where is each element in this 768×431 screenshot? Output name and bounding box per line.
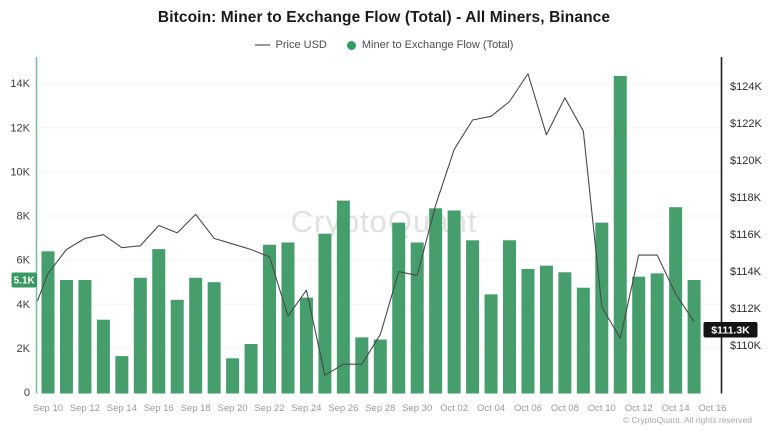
flow-bar[interactable] xyxy=(558,272,572,394)
x-tick-label: Oct 12 xyxy=(625,403,653,414)
flow-bar[interactable] xyxy=(632,276,646,394)
flow-bar[interactable] xyxy=(373,339,387,394)
copyright-text: © CryptoQuant. All rights reserved xyxy=(622,415,752,425)
left-tick-label: 2K xyxy=(17,343,31,355)
flow-bar[interactable] xyxy=(503,240,516,394)
x-axis-labels: Sep 10 Sep 12 Sep 14 Sep 16 Sep 18 Sep 20 Sep … xyxy=(33,403,727,414)
right-tick-label: $110K xyxy=(730,340,762,352)
x-tick-label: Sep 16 xyxy=(144,403,174,414)
flow-dot-icon xyxy=(346,40,356,50)
x-tick-label: Oct 16 xyxy=(699,403,727,414)
price-line-icon xyxy=(254,44,270,46)
legend-price-label: Price USD xyxy=(275,39,327,51)
x-tick-label: Sep 18 xyxy=(181,403,211,414)
flow-bar[interactable] xyxy=(613,75,627,394)
svg-text:5.1K: 5.1K xyxy=(14,275,36,286)
left-axis-labels: 0 2K 4K 6K 8K 10K 12K 14K xyxy=(10,78,30,399)
legend-flow-label: Miner to Exchange Flow (Total) xyxy=(361,39,514,51)
right-tick-label: $116K xyxy=(730,229,762,241)
x-tick-label: Sep 30 xyxy=(402,403,432,414)
right-tick-label: $124K xyxy=(730,81,762,93)
current-price-badge: $111.3K xyxy=(703,322,758,338)
flow-bar[interactable] xyxy=(650,273,664,394)
x-tick-label: Oct 08 xyxy=(551,403,579,414)
left-tick-label: 0 xyxy=(24,387,30,399)
flow-bar[interactable] xyxy=(226,358,240,394)
x-tick-label: Sep 24 xyxy=(291,403,321,414)
left-tick-label: 10K xyxy=(10,166,30,178)
flow-bar[interactable] xyxy=(669,207,683,394)
flow-bar[interactable] xyxy=(447,210,461,394)
flow-bar[interactable] xyxy=(170,299,184,394)
flow-bar[interactable] xyxy=(41,251,55,394)
right-tick-label: $114K xyxy=(730,266,762,278)
x-tick-label: Sep 12 xyxy=(70,403,100,414)
flow-bar[interactable] xyxy=(484,294,498,394)
flow-bar[interactable] xyxy=(429,208,443,394)
legend-item-flow[interactable]: Miner to Exchange Flow (Total) xyxy=(346,39,514,51)
flow-bar[interactable] xyxy=(281,242,295,394)
legend: Price USD Miner to Exchange Flow (Total) xyxy=(0,37,768,53)
svg-text:$111.3K: $111.3K xyxy=(711,325,750,337)
flow-bar[interactable] xyxy=(189,277,203,394)
legend-item-price[interactable]: Price USD xyxy=(254,39,327,51)
left-tick-label: 8K xyxy=(17,211,31,223)
x-tick-label: Sep 14 xyxy=(107,403,137,414)
flow-bar[interactable] xyxy=(392,222,406,394)
x-tick-label: Oct 04 xyxy=(477,403,505,414)
right-tick-label: $118K xyxy=(730,192,762,204)
flow-bar[interactable] xyxy=(152,249,166,394)
right-tick-label: $122K xyxy=(730,118,762,130)
x-tick-label: Oct 10 xyxy=(588,403,616,414)
flow-bar[interactable] xyxy=(521,268,535,394)
flow-bar[interactable] xyxy=(410,242,424,394)
page-title: Bitcoin: Miner to Exchange Flow (Total) … xyxy=(157,9,611,26)
flow-bar[interactable] xyxy=(355,337,369,394)
flow-bar[interactable] xyxy=(687,279,701,394)
flow-bar[interactable] xyxy=(263,244,277,394)
flow-bar[interactable] xyxy=(96,319,110,394)
watermark: CryptoQuant xyxy=(291,204,478,239)
flow-bar[interactable] xyxy=(539,265,553,394)
flow-bar[interactable] xyxy=(133,277,147,394)
flow-bar[interactable] xyxy=(466,240,480,394)
left-tick-label: 4K xyxy=(17,299,31,311)
x-tick-label: Sep 20 xyxy=(218,403,248,414)
right-axis-labels: $110K $112K $114K $116K $118K $120K $122K $124K xyxy=(730,81,762,352)
x-tick-label: Oct 02 xyxy=(440,403,468,414)
x-tick-label: Oct 06 xyxy=(514,403,542,414)
flow-bar[interactable] xyxy=(115,356,129,394)
x-tick-label: Sep 10 xyxy=(33,403,63,414)
flow-bar[interactable] xyxy=(78,279,92,394)
flow-bar[interactable] xyxy=(207,282,221,394)
x-tick-label: Oct 14 xyxy=(662,403,690,414)
flow-bar[interactable] xyxy=(576,287,590,394)
left-tick-label: 12K xyxy=(10,122,30,134)
right-tick-label: $112K xyxy=(730,303,762,315)
flow-bar[interactable] xyxy=(299,297,313,394)
flow-bars xyxy=(41,75,701,394)
left-tick-label: 6K xyxy=(17,255,31,267)
flow-bar[interactable] xyxy=(595,222,609,394)
flow-bar[interactable] xyxy=(318,233,332,394)
current-flow-badge: 5.1K xyxy=(11,272,37,288)
left-tick-label: 14K xyxy=(10,78,30,90)
price-line xyxy=(36,73,695,376)
x-tick-label: Sep 22 xyxy=(254,403,284,414)
x-tick-label: Sep 26 xyxy=(328,403,358,414)
flow-bar[interactable] xyxy=(59,279,73,394)
flow-bar[interactable] xyxy=(244,343,258,394)
x-tick-label: Sep 28 xyxy=(365,403,395,414)
flow-bar[interactable] xyxy=(336,200,350,394)
right-tick-label: $120K xyxy=(730,155,762,167)
